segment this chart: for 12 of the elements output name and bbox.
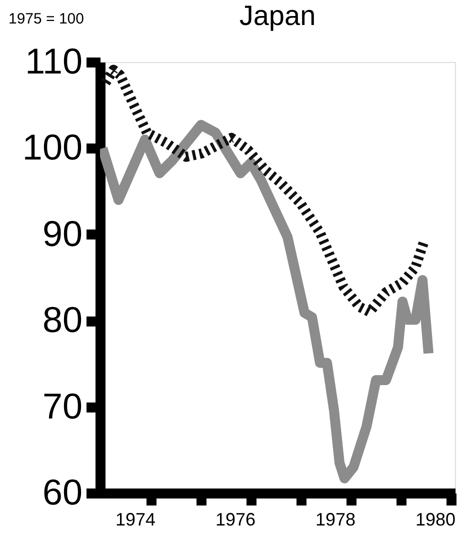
x-tick-label: 1980	[415, 510, 456, 530]
x-tick-label: 1978	[315, 510, 356, 530]
x-tick-label: 1974	[115, 510, 156, 530]
y-tick-label: 100	[22, 126, 82, 168]
chart-title: Japan	[239, 0, 316, 31]
y-tick-label: 90	[42, 212, 82, 254]
y-axis-title: 1975 = 100	[8, 10, 84, 28]
x-tick-label: 1976	[215, 510, 256, 530]
y-tick-label: 70	[42, 385, 82, 426]
y-tick-label: 80	[42, 299, 82, 340]
y-tick-label: 110	[25, 40, 82, 82]
y-tick-label: 60	[42, 472, 82, 512]
